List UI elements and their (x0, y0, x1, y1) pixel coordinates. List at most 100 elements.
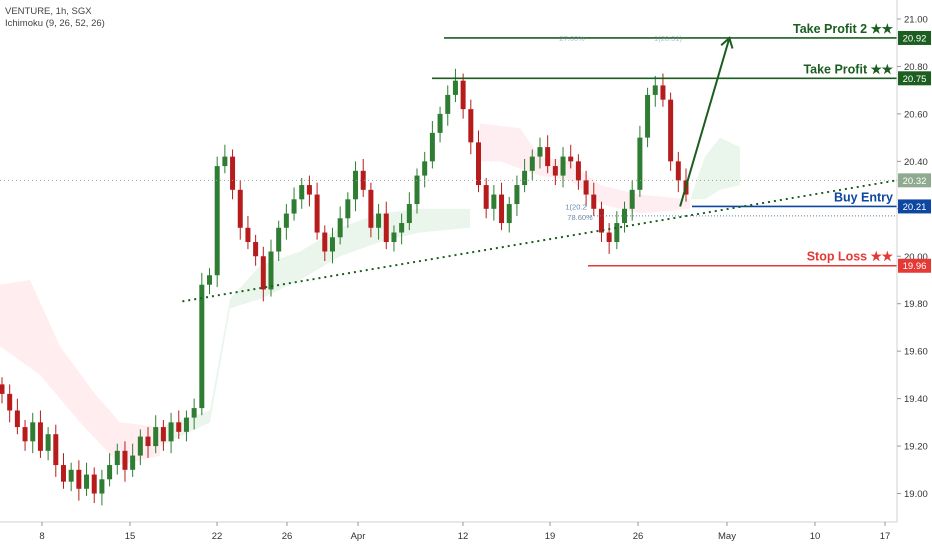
buy-entry-price-tag: 20.21 (903, 202, 927, 213)
projection-arrow (679, 37, 731, 207)
candle-body (145, 436, 151, 447)
candle-body (383, 213, 389, 243)
time-tick-label: 22 (212, 531, 223, 542)
stop-loss-price-tag-bg (898, 258, 931, 273)
candle-body (183, 417, 189, 432)
candle-body (230, 156, 236, 190)
price-tick-label: 21.00 (904, 14, 928, 25)
candle-body (322, 232, 328, 252)
candle-body (652, 85, 658, 95)
time-tick-label: 10 (810, 531, 821, 542)
candle-body (337, 218, 343, 238)
candle-body (637, 137, 643, 190)
candle-body (522, 170, 528, 186)
candle-body (176, 422, 182, 432)
candle-body (675, 161, 681, 181)
candle-body (37, 422, 43, 451)
candle-body (499, 194, 505, 224)
ichimoku-cloud (0, 123, 740, 466)
candle-body (245, 227, 251, 243)
candle-body (353, 170, 359, 200)
candle-body (22, 427, 28, 442)
current-price-tag: 20.32 (903, 176, 927, 187)
cloud-bull-segment (690, 137, 740, 200)
price-tick-label: 20.40 (904, 157, 928, 168)
candle-body (160, 427, 166, 442)
candle-body (483, 185, 489, 209)
candle-body (368, 189, 374, 228)
candle-body (14, 410, 20, 428)
candle-body (545, 147, 551, 167)
candle-body (552, 166, 558, 176)
candle-body (468, 109, 474, 143)
candle-body (583, 180, 589, 195)
cloud-bear-segment (0, 279, 160, 466)
price-tick-label: 19.20 (904, 442, 928, 453)
price-tick-label: 20.00 (904, 252, 928, 263)
price-tick-label: 20.60 (904, 109, 928, 120)
price-tick-label: 19.00 (904, 489, 928, 500)
candle-body (222, 156, 228, 167)
time-tick-label: 17 (880, 531, 891, 542)
candle-body (60, 465, 66, 482)
candle-body (168, 422, 174, 442)
candle-body (283, 213, 289, 228)
time-tick-label: 26 (282, 531, 293, 542)
candle-body (191, 408, 197, 418)
candle-body (314, 194, 320, 233)
candle-body (598, 208, 604, 233)
candle-body (137, 436, 143, 456)
candle-body (153, 427, 159, 447)
candle-body (445, 94, 451, 114)
chart-legend: VENTURE, 1h, SGX Ichimoku (9, 26, 52, 26… (5, 6, 105, 30)
candle-body (391, 232, 397, 243)
candle-body (668, 99, 674, 162)
candle-body (207, 275, 213, 285)
candle-body (84, 474, 90, 489)
projection-arrowhead (720, 36, 734, 49)
stop-loss-price-tag: 19.96 (903, 261, 927, 272)
candle-body (399, 223, 405, 233)
take-profit-price-tag-bg (898, 71, 931, 86)
cloud-bull-segment (160, 208, 470, 447)
candle-body (376, 213, 382, 228)
candle-body (591, 194, 597, 209)
candle-body (460, 80, 466, 110)
candle-body (606, 232, 612, 243)
price-tick-label: 19.80 (904, 299, 928, 310)
candle-body (529, 156, 535, 171)
time-tick-label: Apr (351, 531, 366, 542)
time-tick-label: 12 (458, 531, 469, 542)
price-tick-label: 19.40 (904, 394, 928, 405)
price-tick-label: 20.80 (904, 62, 928, 73)
fib-label: 27.00% (559, 34, 585, 43)
candle-body (291, 199, 297, 214)
candle-body (7, 393, 13, 411)
candle-body (614, 223, 620, 243)
price-tick-label: 19.60 (904, 347, 928, 358)
candle-body (568, 156, 574, 162)
time-tick-label: 19 (545, 531, 556, 542)
time-tick-label: 15 (125, 531, 136, 542)
fib-label: 78.60% (567, 213, 593, 222)
candle-body (575, 161, 581, 181)
candle-body (130, 455, 136, 470)
symbol-title: VENTURE, 1h, SGX (5, 6, 92, 17)
candle-body (91, 474, 97, 494)
take-profit-2-label: Take Profit 2 ★★ (793, 22, 894, 36)
candle-body (214, 166, 220, 276)
candle-body (452, 80, 458, 95)
candle-body (437, 113, 443, 133)
candle-body (345, 199, 351, 219)
candle-body (268, 251, 274, 290)
candle-body (506, 204, 512, 224)
candle-body (429, 132, 435, 162)
candle-body (560, 156, 566, 176)
candle-body (660, 85, 666, 100)
candle-body (237, 189, 243, 228)
candle-body (514, 185, 520, 205)
candle-body (107, 465, 113, 480)
candle-body (537, 147, 543, 157)
